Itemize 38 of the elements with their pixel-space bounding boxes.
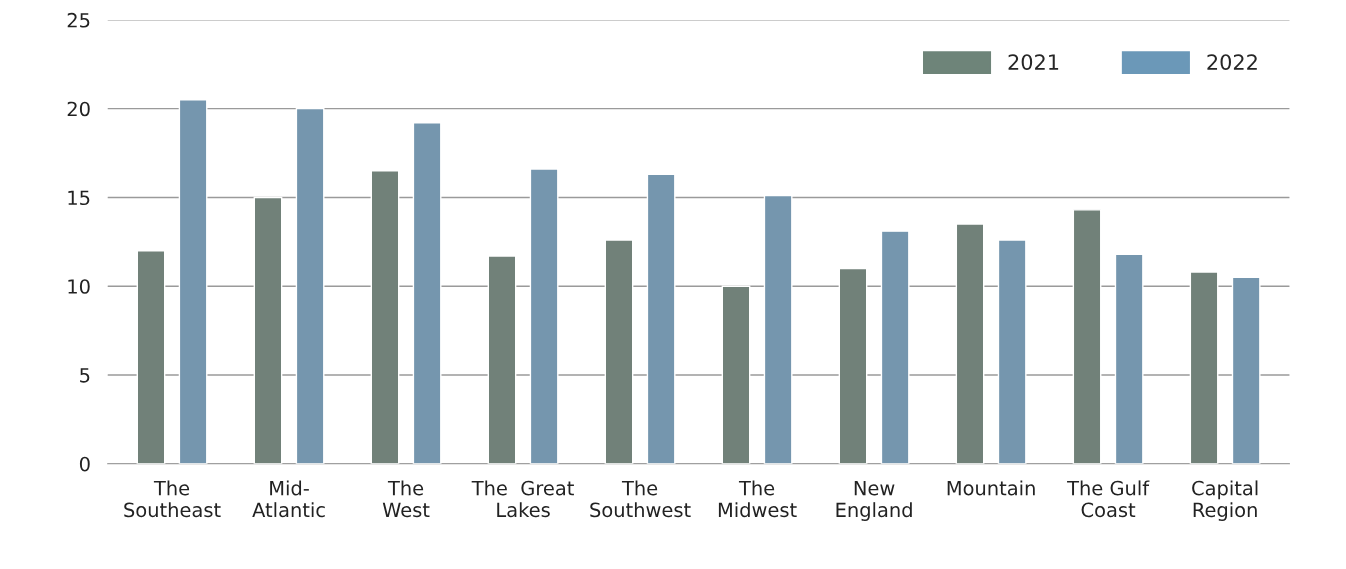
x-tick-label: The Great Lakes [471, 480, 574, 518]
legend-label: 2022 [1207, 54, 1257, 70]
x-tick-label: Capital Region [1192, 480, 1258, 521]
y-tick-label: 0 [79, 456, 90, 472]
bar [1189, 271, 1219, 464]
x-tick-label: New England [836, 481, 912, 521]
legend-label: 2021 [1008, 54, 1059, 70]
x-tick-label: The West [382, 480, 430, 518]
y-tick-label: 10 [68, 279, 90, 294]
bar [253, 196, 283, 464]
bar [838, 267, 868, 464]
bar [529, 168, 559, 464]
x-tick-label: The Southeast [124, 480, 221, 518]
y-tick-label: 20 [67, 101, 90, 117]
x-tick-label: Mid- Atlantic [252, 480, 325, 518]
bar [955, 223, 985, 464]
bar [412, 122, 442, 464]
bar [487, 255, 517, 464]
bar [721, 285, 751, 464]
bar [763, 194, 793, 464]
bar [604, 239, 634, 464]
y-tick-label: 25 [67, 12, 90, 28]
bar [1114, 253, 1144, 464]
bar [997, 239, 1027, 464]
x-tick-label: Mountain [947, 480, 1035, 496]
bar [880, 230, 910, 464]
x-tick-label: The Midwest [718, 480, 797, 518]
bar [1072, 209, 1102, 464]
bar [178, 99, 208, 464]
y-tick-label: 5 [80, 368, 90, 383]
bar [136, 250, 166, 464]
x-tick-label: The Gulf Coast [1067, 480, 1150, 518]
bar [370, 170, 400, 464]
bar [1231, 276, 1261, 464]
x-tick-label: The Southwest [590, 480, 691, 518]
y-tick-label: 15 [68, 190, 90, 206]
bar [646, 173, 676, 464]
bar [295, 107, 325, 464]
